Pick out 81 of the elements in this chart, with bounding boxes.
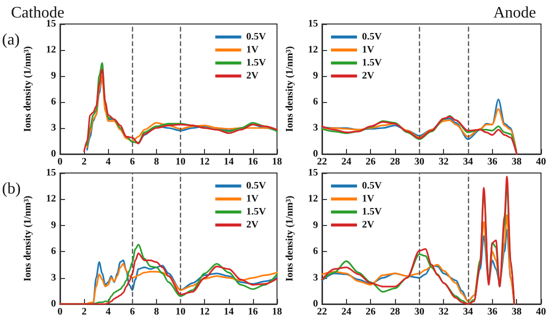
- legend-label: 1.5V: [246, 58, 267, 68]
- y-tick-label: 9: [313, 220, 318, 231]
- y-tick-label: 3: [51, 272, 56, 284]
- y-tick-label: 12: [308, 44, 318, 56]
- x-tick-label: 40: [536, 156, 546, 168]
- x-tick-label: 12: [200, 156, 210, 168]
- x-tick-label: 18: [272, 156, 282, 168]
- x-tick-label: 30: [414, 156, 424, 168]
- y-tick-label: 0: [313, 298, 318, 310]
- x-tick-label: 28: [390, 306, 400, 318]
- legend-label: 0.5V: [362, 180, 382, 192]
- x-tick-label: 22: [317, 156, 327, 168]
- x-tick-label: 32: [438, 306, 449, 318]
- x-tick-label: 38: [512, 156, 522, 168]
- chart-title: Anode: [493, 4, 536, 22]
- x-tick-label: 36: [487, 306, 498, 318]
- x-tick-label: 8: [154, 156, 159, 168]
- x-tick-label: 6: [130, 306, 135, 318]
- legend-label: 0.5V: [246, 32, 267, 42]
- y-tick-label: 12: [308, 194, 318, 205]
- x-tick-label: 10: [176, 306, 186, 318]
- legend-label: 2V: [246, 70, 260, 82]
- legend-label: 1V: [362, 44, 375, 56]
- x-tick-label: 34: [463, 156, 473, 168]
- x-tick-label: 34: [463, 306, 473, 318]
- x-tick-label: 16: [248, 306, 258, 318]
- legend-label: 0.5V: [362, 32, 382, 42]
- x-tick-label: 4: [106, 156, 111, 168]
- x-tick-label: 38: [512, 306, 522, 318]
- text: (b): [2, 180, 21, 198]
- x-tick-label: 36: [487, 156, 498, 168]
- y-tick-label: 12: [46, 194, 56, 205]
- y-tick-label: 3: [313, 272, 318, 284]
- x-tick-label: 24: [341, 156, 352, 168]
- x-tick-label: 28: [390, 156, 400, 168]
- x-tick-label: 32: [438, 156, 449, 168]
- x-tick-label: 14: [224, 156, 234, 168]
- legend-label: 1V: [246, 44, 260, 56]
- y-tick-label: 12: [46, 44, 56, 56]
- legend-label: 1.5V: [362, 206, 382, 218]
- x-tick-label: 12: [200, 306, 210, 318]
- x-tick-label: 18: [272, 306, 282, 318]
- y-tick-label: 9: [51, 70, 56, 82]
- text: (a): [2, 32, 20, 48]
- y-tick-label: 6: [313, 246, 318, 258]
- y-tick-label: 15: [46, 18, 56, 30]
- legend-label: 1.5V: [362, 58, 382, 68]
- y-tick-label: 15: [46, 168, 56, 178]
- legend-label: 1V: [362, 194, 375, 204]
- x-tick-label: 40: [536, 306, 546, 318]
- y-tick-label: 6: [51, 96, 56, 108]
- x-tick-label: 30: [414, 306, 424, 318]
- legend-label: 2V: [246, 220, 260, 230]
- x-tick-label: 8: [154, 306, 159, 318]
- y-tick-label: 0: [51, 298, 56, 310]
- y-tick-label: 0: [313, 148, 318, 160]
- x-tick-label: 4: [106, 306, 111, 318]
- x-tick-label: 26: [366, 156, 376, 168]
- legend-label: 2V: [362, 70, 375, 82]
- y-tick-label: 0: [51, 148, 56, 160]
- x-tick-label: 2: [82, 306, 87, 318]
- y-tick-label: 6: [313, 96, 318, 108]
- legend-label: 0.5V: [246, 180, 267, 192]
- x-tick-label: 10: [176, 156, 186, 168]
- legend-label: 1V: [246, 194, 260, 204]
- x-tick-label: 26: [366, 306, 376, 318]
- y-tick-label: 6: [51, 246, 56, 258]
- x-tick-label: 22: [317, 306, 327, 318]
- x-tick-label: 6: [130, 156, 135, 168]
- y-tick-label: 9: [51, 220, 56, 231]
- y-tick-label: 9: [313, 70, 318, 82]
- y-tick-label: 3: [313, 122, 318, 134]
- x-tick-label: 24: [341, 306, 352, 318]
- legend-label: 1.5V: [246, 206, 267, 218]
- x-tick-label: 16: [248, 156, 258, 168]
- x-tick-label: 2: [82, 156, 87, 168]
- x-tick-label: 14: [224, 306, 234, 318]
- y-tick-label: 3: [51, 122, 56, 134]
- y-tick-label: 15: [308, 18, 318, 30]
- y-tick-label: 15: [308, 168, 318, 178]
- legend-label: 2V: [362, 220, 375, 230]
